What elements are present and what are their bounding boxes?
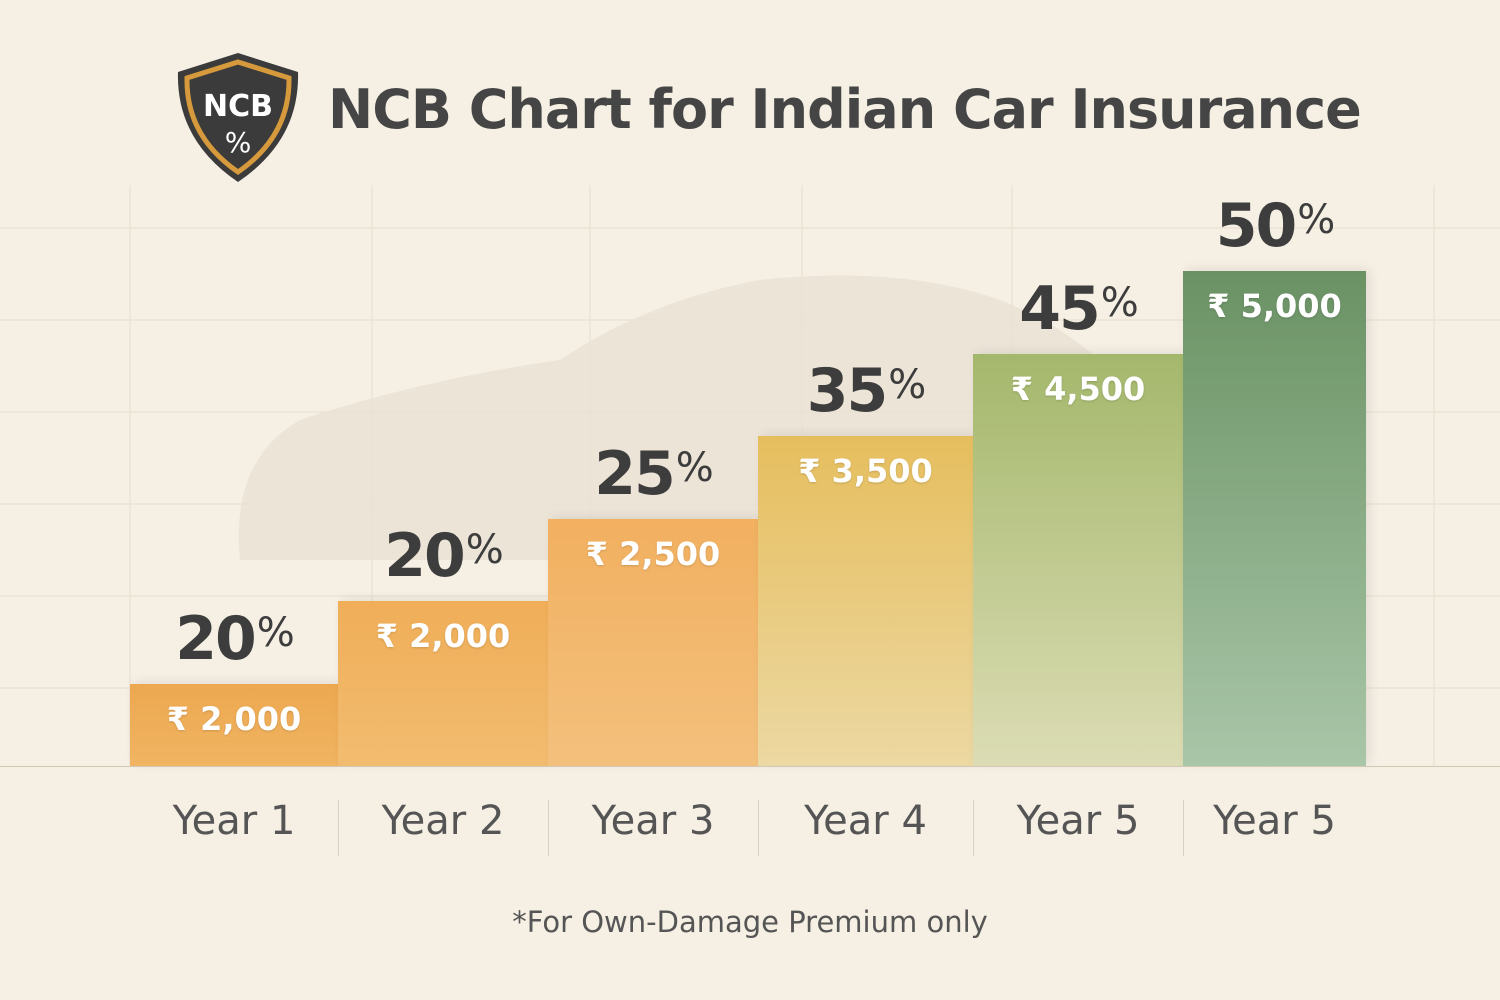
percent-value: 50 bbox=[1215, 191, 1297, 261]
x-tick-label: Year 1 bbox=[172, 798, 296, 844]
x-tick-label: Year 3 bbox=[591, 798, 715, 844]
x-tick-separator bbox=[973, 800, 974, 856]
amount-label: ₹ 4,500 bbox=[1010, 369, 1146, 408]
amount-label: ₹ 2,500 bbox=[585, 534, 721, 573]
x-tick-separator bbox=[338, 800, 339, 856]
amount-label: ₹ 5,000 bbox=[1207, 287, 1342, 325]
amount-label: ₹ 2,000 bbox=[166, 699, 302, 738]
x-tick-separator bbox=[548, 800, 549, 856]
percent-label: 20% bbox=[338, 521, 548, 591]
bar-5 bbox=[973, 353, 1183, 766]
x-tick-separator bbox=[1183, 800, 1184, 856]
percent-label: 50% bbox=[1183, 191, 1366, 261]
percent-value: 20 bbox=[384, 521, 465, 591]
ncb-shield-logo: NCB % bbox=[177, 53, 299, 182]
percent-symbol: % bbox=[465, 527, 504, 573]
x-tick-label: Year 4 bbox=[804, 798, 927, 844]
page-title: NCB Chart for Indian Car Insurance bbox=[328, 78, 1362, 141]
x-tick-label: Year 5 bbox=[1016, 798, 1140, 844]
bar-3 bbox=[548, 518, 758, 766]
svg-text:NCB: NCB bbox=[203, 89, 273, 124]
percent-value: 35 bbox=[806, 356, 888, 426]
percent-symbol: % bbox=[1297, 197, 1335, 243]
percent-value: 45 bbox=[1019, 273, 1100, 344]
percent-label: 45% bbox=[973, 274, 1183, 344]
percent-label: 35% bbox=[758, 356, 973, 426]
amount-label: ₹ 3,500 bbox=[798, 452, 933, 490]
percent-symbol: % bbox=[888, 362, 926, 408]
percent-label: 20% bbox=[130, 604, 338, 674]
amount-label: ₹ 2,000 bbox=[375, 617, 511, 655]
percent-symbol: % bbox=[256, 609, 295, 656]
bar-1 bbox=[130, 683, 338, 766]
percent-symbol: % bbox=[1100, 279, 1139, 326]
x-tick-label: Year 2 bbox=[381, 798, 505, 844]
percent-symbol: % bbox=[675, 444, 714, 491]
percent-value: 25 bbox=[594, 438, 675, 509]
bar-6 bbox=[1183, 271, 1366, 766]
percent-value: 20 bbox=[175, 603, 256, 674]
x-tick-label: Year 5 bbox=[1213, 798, 1336, 844]
bar-4 bbox=[758, 436, 973, 766]
svg-text:%: % bbox=[225, 126, 252, 159]
footnote: *For Own-Damage Premium only bbox=[512, 905, 988, 939]
x-axis-baseline bbox=[0, 766, 1500, 767]
percent-label: 25% bbox=[548, 439, 758, 509]
x-tick-separator bbox=[758, 800, 759, 856]
bar-2 bbox=[338, 601, 548, 766]
